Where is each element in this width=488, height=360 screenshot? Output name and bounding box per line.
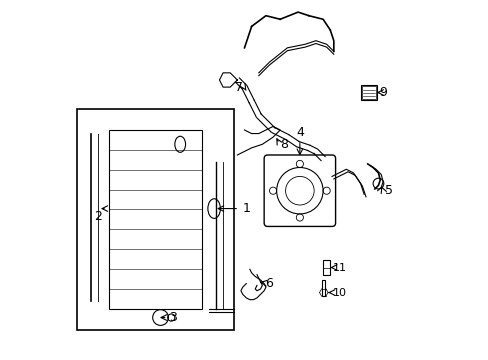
Text: 4: 4 [295, 126, 303, 139]
Text: 9: 9 [379, 86, 386, 99]
Bar [361, 86, 375, 99]
Text: 8: 8 [280, 138, 287, 151]
Text: 3: 3 [169, 311, 177, 324]
Text: 11: 11 [332, 262, 346, 273]
Bar [360, 85, 376, 100]
Bar [323, 260, 329, 275]
Bar [108, 130, 201, 309]
Text: 10: 10 [332, 288, 346, 297]
Text: 5: 5 [384, 184, 392, 197]
Text: 1: 1 [242, 202, 250, 215]
Bar [322, 280, 325, 296]
Bar [77, 109, 233, 330]
Text: 6: 6 [264, 277, 272, 290]
Text: 7: 7 [235, 81, 243, 94]
Text: 2: 2 [94, 210, 102, 223]
